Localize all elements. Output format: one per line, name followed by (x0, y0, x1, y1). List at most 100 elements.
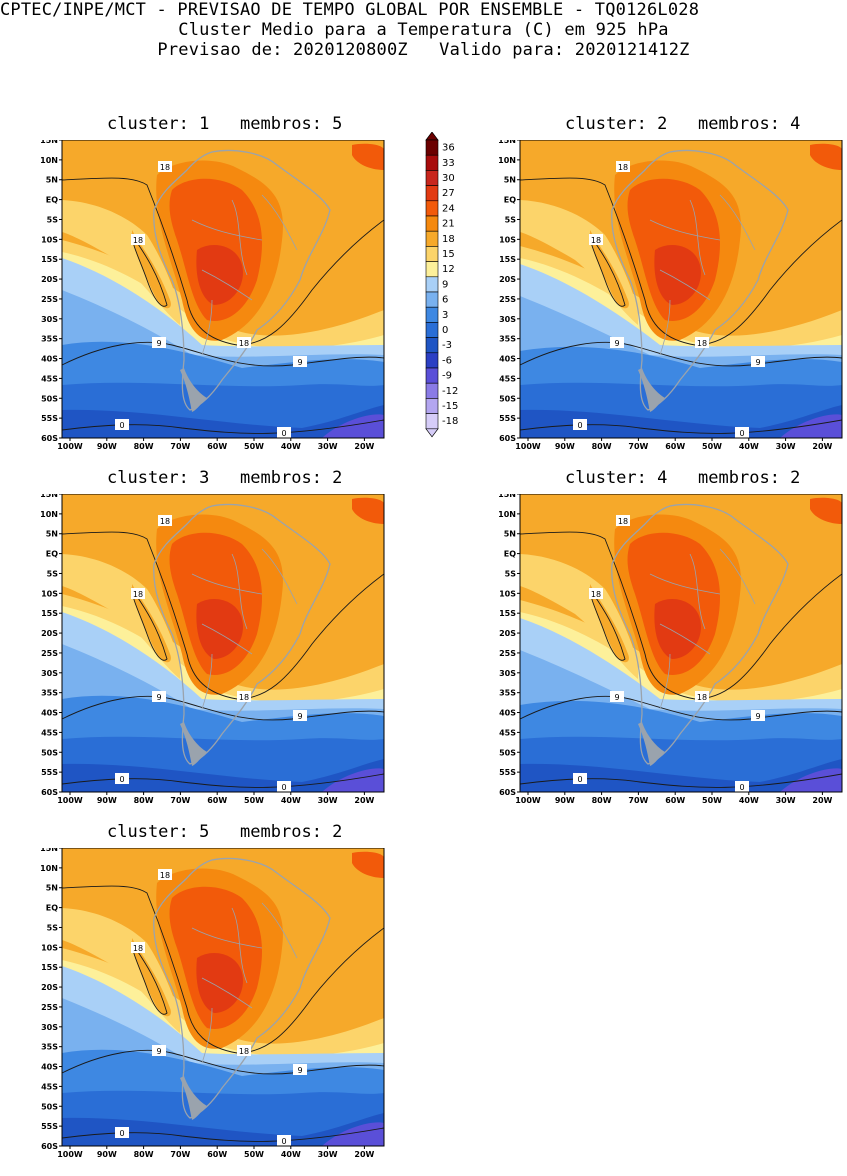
contour-label: 18 (131, 588, 145, 599)
svg-text:18: 18 (618, 517, 628, 526)
contour-label: 0 (735, 427, 749, 438)
contour-line-3 (520, 419, 842, 434)
lat-tick-label: 60S (41, 434, 58, 443)
lat-tick-label: 5N (504, 530, 516, 539)
lon-tick-label: 20W (354, 796, 374, 805)
field-cold-core (322, 768, 384, 792)
svg-text:0: 0 (577, 775, 582, 784)
contour-line-2 (520, 341, 842, 367)
colorbar-swatch (425, 276, 439, 293)
field-east-patch (810, 497, 842, 524)
contour-line-3 (62, 1127, 384, 1142)
lat-tick-label: 15N (40, 848, 58, 853)
svg-text:9: 9 (614, 339, 619, 348)
contour-line-0 (62, 531, 384, 700)
contour-label: 9 (152, 691, 166, 702)
coastline (611, 503, 789, 765)
svg-text:0: 0 (577, 421, 582, 430)
colorbar-label: -9 (442, 371, 452, 382)
svg-text:18: 18 (133, 590, 143, 599)
lat-tick-label: EQ (46, 196, 58, 205)
contour-label: 0 (115, 773, 129, 784)
lat-tick-label: 15S (41, 963, 58, 972)
colorbar-label: 3 (442, 310, 448, 321)
lon-tick-label: 50W (702, 442, 722, 451)
contour-label: 0 (277, 1135, 291, 1146)
border-line-1 (191, 927, 263, 949)
contour-line-0 (62, 177, 384, 346)
border-line-3 (201, 1007, 213, 1064)
svg-text:0: 0 (739, 429, 744, 438)
lon-tick-label: 50W (244, 1150, 264, 1159)
field-cold-core (780, 414, 842, 438)
lon-tick-label: 50W (702, 796, 722, 805)
coastline (153, 857, 331, 1119)
contour-line-3 (520, 773, 842, 788)
lat-tick-label: 45S (499, 728, 516, 737)
patagonia-land (180, 368, 207, 412)
lon-tick-label: 70W (170, 442, 190, 451)
lat-tick-label: 25S (499, 295, 516, 304)
field-east-patch (352, 851, 384, 878)
field-east-patch (352, 143, 384, 170)
colorbar-swatch (425, 352, 439, 369)
contour-label: 9 (293, 710, 307, 721)
contour-line-1 (131, 587, 168, 661)
contour-line-0 (520, 177, 842, 346)
lon-tick-label: 50W (244, 442, 264, 451)
lat-tick-label: 15S (41, 255, 58, 264)
field-band-6 (62, 759, 384, 792)
contour-label: 0 (277, 427, 291, 438)
map-panel-4: 18 18 18 9 9 0 0 15N 10N 5N EQ 5S 10S 15S 20S 25S 30S 35S… (498, 494, 843, 805)
lat-tick-label: 45S (41, 1082, 58, 1091)
border-line-3 (201, 299, 213, 356)
lat-tick-label: 50S (41, 394, 58, 403)
lon-tick-label: 100W (515, 796, 541, 805)
colorbar-swatch (425, 139, 439, 156)
patagonia-land (638, 368, 665, 412)
svg-text:9: 9 (297, 712, 302, 721)
contour-label: 0 (573, 773, 587, 784)
colorbar-swatch (425, 246, 439, 262)
border-line-2 (659, 623, 711, 655)
lat-tick-label: 15N (498, 140, 516, 145)
lon-tick-label: 30W (318, 796, 338, 805)
lat-tick-label: 5N (46, 530, 58, 539)
lon-tick-label: 80W (134, 1150, 154, 1159)
colorbar-swatch (425, 230, 439, 247)
contour-label: 0 (277, 781, 291, 792)
colorbar-swatch (425, 200, 439, 217)
field-cold-core (780, 768, 842, 792)
lat-tick-label: 10N (498, 156, 516, 165)
lon-tick-label: 90W (97, 796, 117, 805)
border-line-3 (201, 653, 213, 710)
field-band-6 (520, 405, 842, 438)
colorbar-label: 21 (442, 219, 455, 230)
lon-tick-label: 70W (628, 442, 648, 451)
map-panel-5: 18 18 18 9 9 0 0 15N 10N 5N EQ 5S 10S 15S 20S 25S 30S 35S… (40, 848, 385, 1159)
svg-text:0: 0 (119, 421, 124, 430)
lon-tick-label: 80W (134, 442, 154, 451)
colorbar-label: 30 (442, 173, 455, 184)
lat-tick-label: EQ (504, 550, 516, 559)
lon-tick-label: 80W (134, 796, 154, 805)
colorbar-label: 12 (442, 264, 455, 275)
border-line-4 (261, 902, 298, 959)
colorbar-swatch (425, 261, 439, 278)
lon-tick-label: 70W (170, 1150, 190, 1159)
lat-tick-label: 10S (41, 235, 58, 244)
lon-tick-label: 90W (97, 442, 117, 451)
lat-tick-label: 15N (40, 494, 58, 499)
lat-tick-label: 45S (41, 374, 58, 383)
border-line-2 (201, 623, 253, 655)
lat-tick-label: 5S (505, 569, 517, 578)
figure-title-line3: Previsao de: 2020120800Z Valido para: 20… (157, 40, 690, 60)
border-line-3 (659, 653, 671, 710)
contour-label: 18 (158, 869, 172, 880)
contour-label: 0 (735, 781, 749, 792)
figure-title-line1: CPTEC/INPE/MCT - PREVISAO DE TEMPO GLOBA… (0, 0, 700, 20)
lat-tick-label: 25S (41, 649, 58, 658)
lat-tick-label: 15N (40, 140, 58, 145)
patagonia-land (638, 722, 665, 766)
